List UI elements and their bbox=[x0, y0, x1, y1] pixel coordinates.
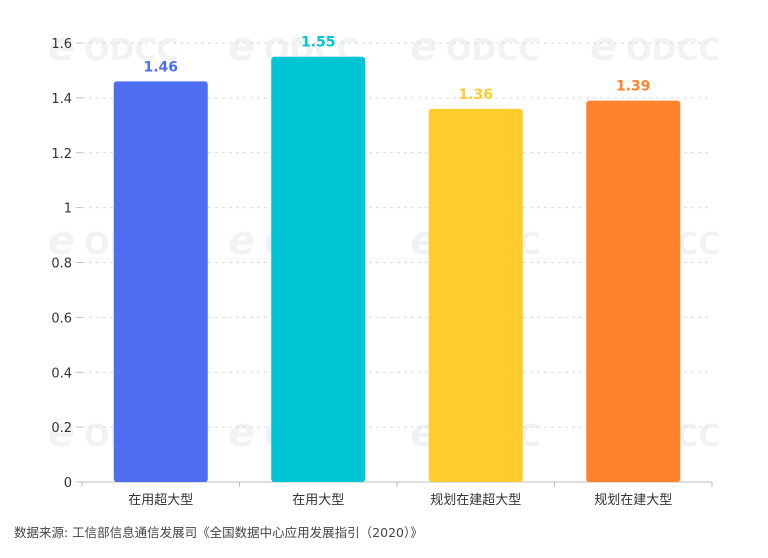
bar bbox=[586, 100, 681, 483]
watermark-text: ODCC bbox=[626, 33, 720, 68]
watermark-e-icon: e bbox=[228, 410, 255, 456]
bar-value-label: 1.36 bbox=[458, 87, 493, 103]
bar bbox=[428, 108, 523, 482]
watermark-e-icon: e bbox=[410, 24, 437, 70]
watermark-e-icon: e bbox=[590, 24, 617, 70]
bar bbox=[271, 56, 366, 482]
x-axis: 在用超大型 在用大型 规划在建超大型 规划在建大型 bbox=[81, 482, 713, 508]
y-tick-label: 1.4 bbox=[51, 92, 72, 107]
x-tick-label: 在用超大型 bbox=[128, 493, 193, 508]
watermark-e-icon: e bbox=[228, 24, 255, 70]
watermark-text: ODCC bbox=[84, 33, 178, 68]
source-note: 数据来源: 工信部信息通信发展司《全国数据中心应用发展指引（2020）》 bbox=[14, 525, 423, 540]
y-tick-label: 0.6 bbox=[51, 311, 72, 326]
y-tick-label: 1.2 bbox=[51, 147, 72, 162]
y-tick-label: 1 bbox=[64, 202, 72, 217]
watermark: e ODCC bbox=[590, 24, 720, 70]
x-tick-label: 在用大型 bbox=[292, 493, 344, 508]
y-tick-label: 1.6 bbox=[51, 37, 72, 52]
bar bbox=[113, 81, 208, 482]
watermark: e ODCC bbox=[410, 24, 540, 70]
bar-value-label: 1.55 bbox=[301, 35, 336, 51]
bar-value-label: 1.39 bbox=[616, 79, 651, 95]
watermark: e ODCC bbox=[48, 24, 178, 70]
y-tick-label: 0.8 bbox=[51, 257, 72, 272]
watermark-e-icon: e bbox=[48, 410, 75, 456]
x-tick-label: 规划在建超大型 bbox=[430, 493, 521, 508]
bar-value-label: 1.46 bbox=[143, 59, 178, 75]
y-tick-label: 0.2 bbox=[51, 421, 72, 436]
watermark-e-icon: e bbox=[228, 218, 255, 264]
watermark-e-icon: e bbox=[48, 218, 75, 264]
watermark-e-icon: e bbox=[48, 24, 75, 70]
bars-layer: 1.46 1.55 1.36 1.39 bbox=[113, 35, 681, 483]
y-tick-label: 0.4 bbox=[51, 366, 72, 381]
y-tick-label: 0 bbox=[64, 476, 72, 491]
watermark-text: ODCC bbox=[446, 33, 540, 68]
x-tick-label: 规划在建大型 bbox=[594, 493, 672, 508]
